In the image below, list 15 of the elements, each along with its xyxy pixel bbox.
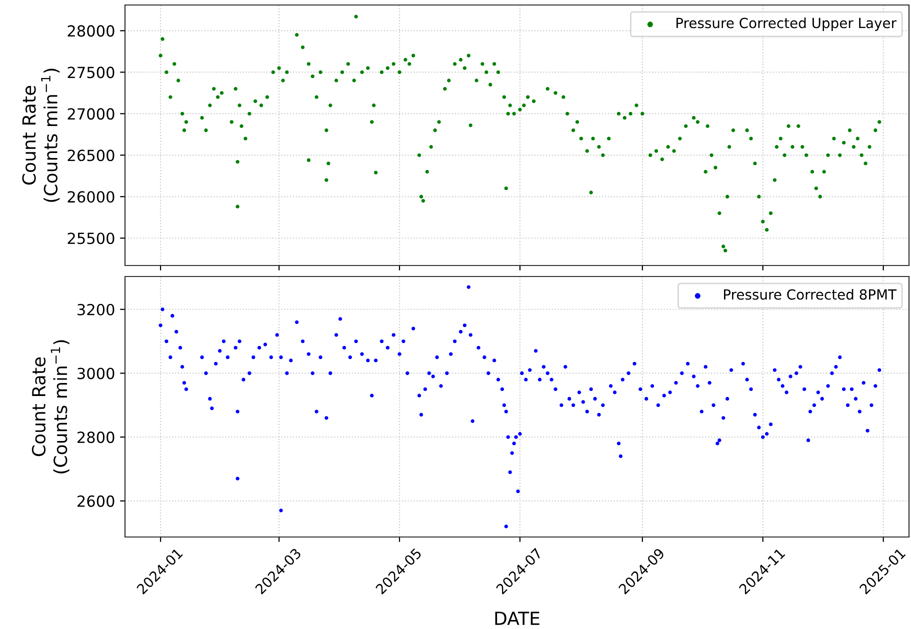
x-axis-title: DATE bbox=[495, 612, 540, 625]
legend-label: Pressure Corrected Upper Layer bbox=[676, 18, 896, 31]
y-axis-title: Count Rate (Counts min$^{−1}$) bbox=[22, 68, 60, 202]
y-tick-label: 2600 bbox=[78, 495, 114, 507]
y-tick-label: 3000 bbox=[78, 368, 114, 380]
y-tick-label: 25500 bbox=[68, 232, 114, 244]
y-tick-label: 26000 bbox=[68, 191, 114, 203]
y-tick-label: 3200 bbox=[78, 304, 114, 316]
y-tick-label: 26500 bbox=[68, 150, 114, 162]
y-tick-label: 28000 bbox=[68, 25, 114, 37]
y-tick-label: 27500 bbox=[68, 66, 114, 78]
y-tick-label: 2800 bbox=[78, 432, 114, 444]
legend-label: Pressure Corrected 8PMT bbox=[724, 289, 897, 300]
y-tick-label: 27000 bbox=[68, 108, 114, 120]
y-axis-title: Count Rate (Counts min$^{−1}$) bbox=[32, 340, 70, 474]
